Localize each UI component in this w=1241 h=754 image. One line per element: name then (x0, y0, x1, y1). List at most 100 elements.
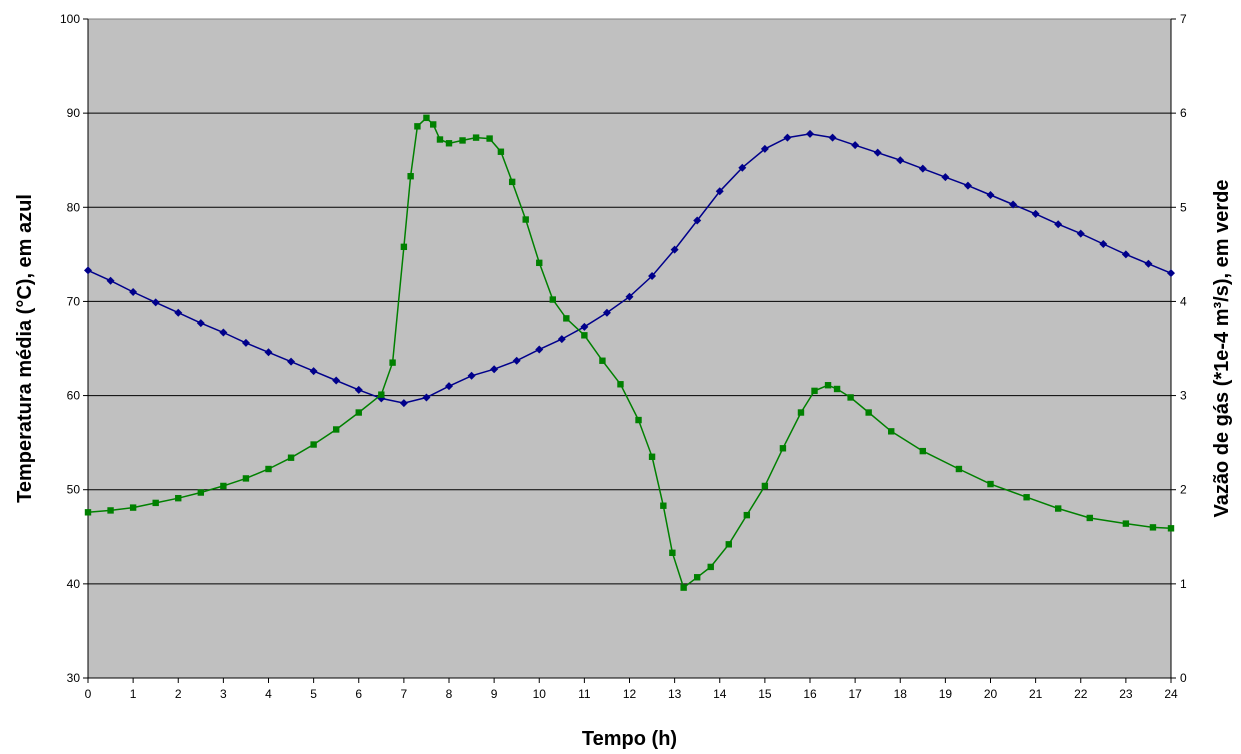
series-1-point (888, 428, 895, 435)
series-1-point (310, 441, 317, 448)
series-0-point (129, 288, 138, 297)
y2-tick-label-6: 6 (1180, 106, 1187, 120)
series-0-point (648, 272, 657, 281)
series-1-point (648, 453, 656, 460)
x-tick-label-1: 1 (130, 687, 137, 701)
series-0-point (264, 348, 273, 357)
y2-tick-label-4: 4 (1180, 294, 1187, 308)
y2-tick-label-0: 0 (1180, 671, 1187, 685)
x-tick-label-24: 24 (1164, 687, 1178, 701)
y-tick-label-90: 90 (67, 106, 81, 120)
y2-tick-label-5: 5 (1180, 200, 1187, 214)
y-tick-label-50: 50 (67, 483, 81, 497)
y2-tick-label-1: 1 (1180, 577, 1187, 591)
x-tick-label-0: 0 (85, 687, 92, 701)
series-1-point (779, 445, 787, 452)
series-0-point (467, 371, 476, 380)
series-1-point (1086, 514, 1093, 522)
series-1-point (680, 584, 687, 591)
x-axis-title: Tempo (h) (582, 728, 677, 750)
series-1-point (1167, 525, 1175, 532)
series (84, 114, 1175, 591)
series-1-point (389, 359, 396, 366)
series-0-point (693, 216, 702, 225)
x-tick-label-19: 19 (939, 687, 953, 701)
series-1-point (407, 173, 414, 180)
series-1-point (824, 382, 832, 389)
series-0-point (399, 399, 408, 408)
y-axis-title-left: Temperatura média (°C), em azul (14, 194, 36, 503)
y2-tick-label-3: 3 (1180, 389, 1187, 403)
series-1-point (400, 243, 408, 251)
series-0-point (287, 357, 296, 366)
x-tick-label-7: 7 (401, 687, 408, 701)
series-1-point (459, 137, 466, 144)
series-0-point (512, 356, 521, 365)
x-tick-label-8: 8 (446, 687, 453, 701)
series-0-point (309, 367, 318, 376)
series-0-point (1099, 240, 1108, 249)
series-1-point (1149, 524, 1157, 531)
series-1-point (152, 499, 159, 507)
x-tick-label-16: 16 (803, 687, 817, 701)
series-1-point (1023, 494, 1030, 501)
series-0-point (332, 376, 341, 385)
series-0-point (873, 148, 882, 157)
series-1-point (581, 332, 588, 339)
series-1-point (743, 511, 751, 519)
series-1-point (693, 574, 701, 581)
x-tick-label-9: 9 (491, 687, 498, 701)
series-0-point (1121, 250, 1130, 259)
series-0-point (1009, 200, 1018, 209)
series-0-point (851, 141, 860, 150)
y-tick-label-60: 60 (67, 389, 81, 403)
series-1-point (522, 216, 529, 223)
series-1-point (599, 357, 606, 364)
series-0-point (670, 245, 679, 254)
y2-tick-label-7: 7 (1180, 12, 1187, 26)
series-1-point (332, 426, 340, 433)
y2-tick-label-2: 2 (1180, 483, 1187, 497)
series-1-point (265, 465, 272, 473)
series-1-point (220, 482, 227, 490)
series-0-point (490, 365, 499, 374)
series-1-point (486, 135, 493, 142)
series-0-point (151, 298, 160, 307)
series-1-point (1054, 505, 1062, 512)
series-0-point (557, 335, 566, 344)
plot-area (88, 19, 1171, 678)
x-tick-label-12: 12 (623, 687, 637, 701)
series-0-point (1054, 220, 1063, 229)
series-1-point (242, 475, 250, 482)
series-0-point (241, 338, 250, 347)
x-tick-label-11: 11 (578, 687, 591, 701)
series-1-point (107, 507, 114, 514)
series-1-point (287, 454, 295, 461)
series-1-point (847, 394, 854, 401)
series-1-point (508, 178, 516, 186)
y-tick-label-100: 100 (60, 12, 80, 26)
series-1-point (563, 315, 570, 322)
series-1-point (707, 563, 714, 571)
series-1-point (617, 381, 624, 388)
series-0-point (602, 308, 611, 317)
series-1-point (175, 494, 182, 502)
series-1-point (761, 482, 769, 490)
series-1-point (635, 416, 642, 424)
series-1-point (378, 391, 385, 398)
x-tick-label-13: 13 (668, 687, 682, 701)
series-0-point (760, 144, 769, 153)
series-0-point (986, 191, 995, 200)
series-1-point (725, 541, 732, 548)
x-tick-label-18: 18 (894, 687, 908, 701)
series-1-point (833, 385, 841, 393)
series-1-point (865, 409, 872, 416)
series-0-point (963, 181, 972, 190)
y-tick-label-70: 70 (67, 294, 81, 308)
series-1-point (436, 136, 444, 143)
series-0-point (715, 187, 724, 196)
series-1-point (414, 123, 421, 130)
x-tick-label-4: 4 (265, 687, 272, 701)
series-1-point (129, 504, 137, 511)
